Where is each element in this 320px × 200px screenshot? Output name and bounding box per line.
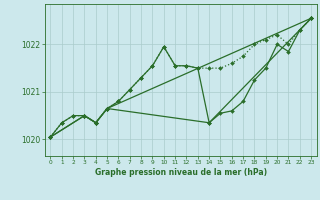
X-axis label: Graphe pression niveau de la mer (hPa): Graphe pression niveau de la mer (hPa) (95, 168, 267, 177)
